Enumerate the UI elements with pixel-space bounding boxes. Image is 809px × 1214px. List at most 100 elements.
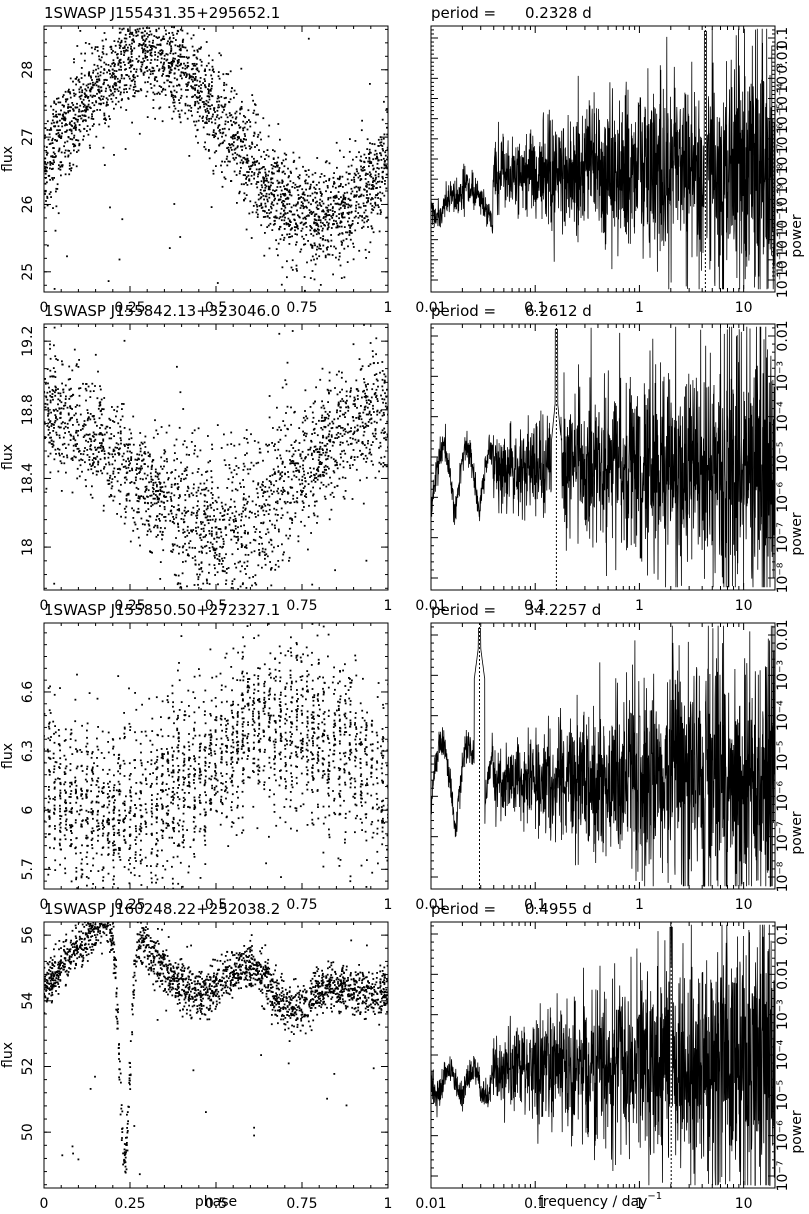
data-point (349, 395, 352, 398)
data-point (282, 553, 285, 556)
data-point (60, 422, 63, 425)
data-point (223, 160, 226, 163)
data-point (250, 165, 252, 168)
data-point (59, 119, 61, 122)
data-point (304, 243, 307, 246)
data-point (364, 248, 367, 251)
data-point (152, 488, 155, 490)
data-point (217, 75, 220, 78)
data-point (211, 81, 213, 83)
data-point (200, 60, 203, 63)
data-point (317, 459, 320, 461)
data-point (52, 398, 54, 401)
data-point (82, 110, 84, 112)
data-point (124, 33, 127, 36)
data-point (126, 74, 129, 76)
data-point (104, 78, 107, 81)
data-point (72, 108, 74, 110)
data-point (362, 390, 364, 393)
data-point (286, 491, 289, 494)
data-point (274, 449, 277, 452)
data-point (85, 485, 87, 488)
data-point (245, 147, 247, 150)
data-point (122, 403, 125, 405)
data-point (95, 470, 98, 473)
data-point (44, 134, 46, 137)
data-point (246, 121, 248, 123)
data-point (319, 219, 322, 222)
x-tick-label: 0.5 (205, 300, 227, 316)
data-point (188, 532, 190, 534)
data-point (230, 443, 233, 445)
data-point (177, 488, 179, 491)
data-point (246, 184, 249, 186)
data-point (302, 205, 304, 207)
data-point (142, 478, 144, 481)
data-point (192, 529, 195, 531)
data-point (312, 198, 314, 201)
data-point (184, 102, 187, 105)
data-point (54, 385, 57, 388)
data-point (183, 478, 185, 481)
data-point (381, 370, 384, 372)
data-point (66, 454, 68, 457)
data-point (50, 439, 53, 442)
data-point (243, 183, 245, 186)
data-point (98, 79, 101, 82)
data-point (99, 385, 101, 388)
data-point (52, 409, 55, 411)
data-point (348, 430, 351, 433)
data-point (124, 511, 127, 513)
data-point (260, 202, 263, 205)
data-point (49, 343, 51, 346)
data-point (383, 167, 386, 170)
data-point (255, 168, 258, 171)
data-point (244, 498, 247, 501)
data-point (150, 87, 153, 89)
data-point (257, 173, 260, 176)
data-point (227, 121, 229, 123)
data-point (359, 479, 361, 482)
data-point (55, 190, 57, 193)
data-point (297, 201, 299, 204)
data-point (119, 44, 122, 47)
data-point (232, 157, 235, 159)
data-point (355, 168, 358, 171)
data-point (239, 107, 242, 110)
data-point (320, 481, 323, 484)
data-point (70, 167, 73, 169)
data-point (113, 88, 116, 91)
data-point (98, 404, 101, 407)
data-point (69, 109, 71, 112)
data-point (120, 68, 122, 71)
data-point (92, 390, 95, 392)
data-point (54, 376, 57, 378)
data-point (59, 101, 62, 104)
data-point (196, 57, 199, 60)
data-point (94, 95, 96, 97)
data-point (54, 229, 57, 232)
data-point (184, 542, 186, 545)
data-point (257, 483, 259, 486)
data-point (45, 166, 47, 168)
data-point (340, 376, 343, 379)
data-point (276, 519, 278, 522)
data-point (281, 201, 283, 204)
data-point (243, 126, 246, 129)
data-point (130, 432, 132, 435)
data-point (305, 221, 307, 224)
data-point (312, 486, 314, 489)
data-point (271, 493, 274, 495)
data-point (315, 472, 318, 475)
data-point (55, 386, 57, 389)
data-point (334, 211, 336, 213)
data-point (235, 542, 238, 544)
data-point (78, 81, 81, 83)
data-point (141, 35, 143, 38)
data-point (226, 164, 229, 167)
data-point (277, 545, 279, 547)
data-point (84, 42, 87, 44)
data-point (377, 192, 379, 195)
data-point (185, 469, 188, 472)
data-point (218, 518, 221, 521)
